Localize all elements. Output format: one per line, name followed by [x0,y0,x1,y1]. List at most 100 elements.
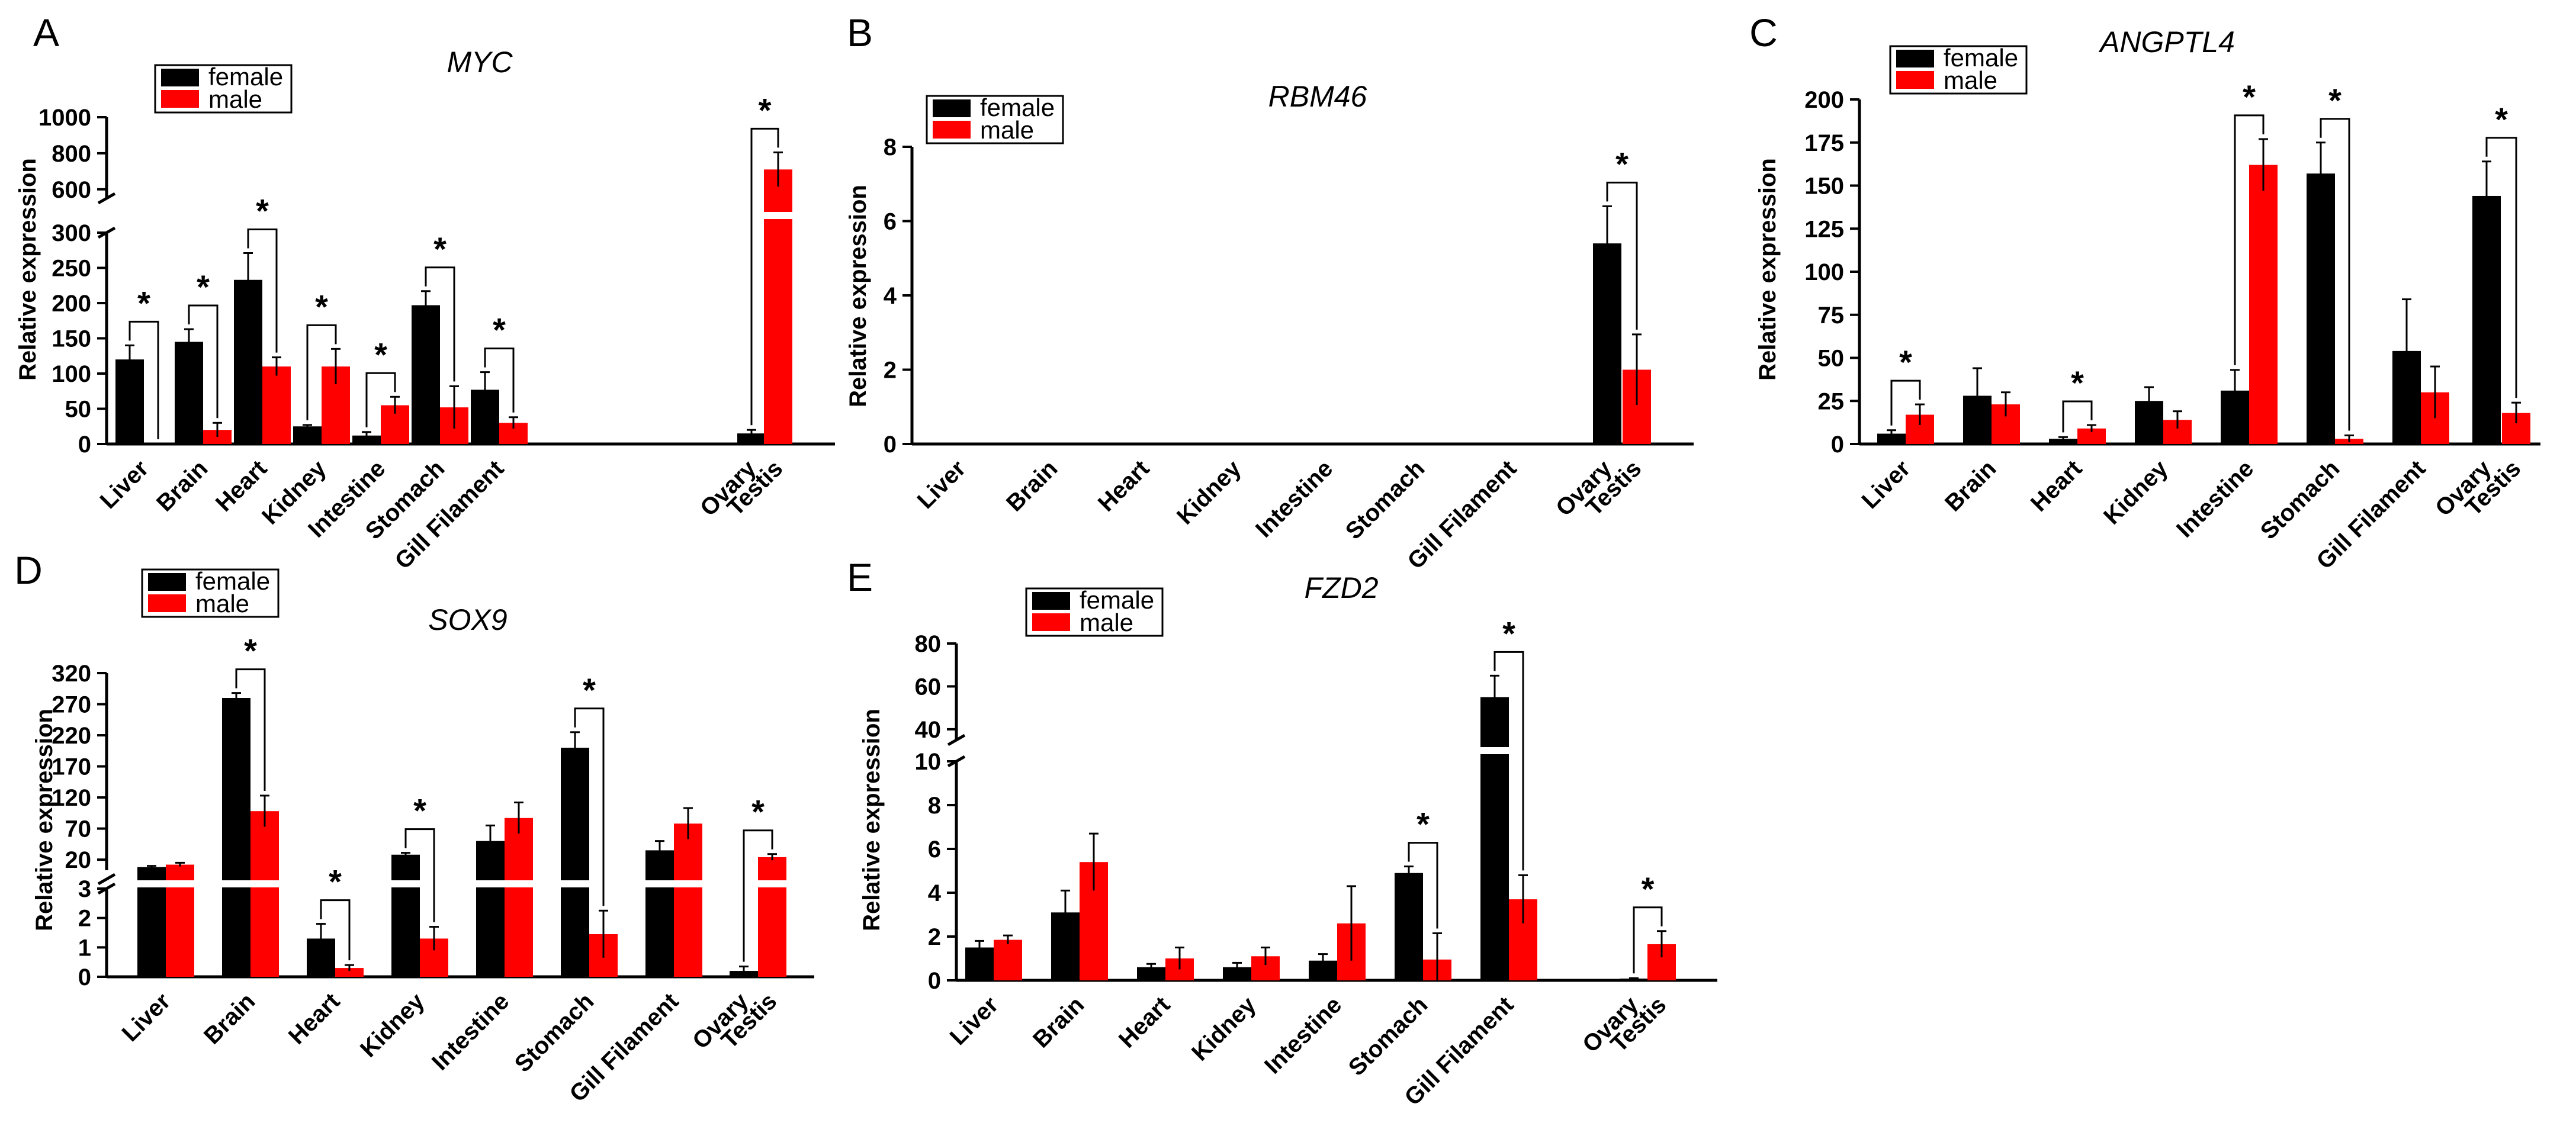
bar-male-intestine [2249,165,2278,444]
x-tick-label: Brain [199,988,260,1049]
bar-male-heart [262,366,291,444]
significance-bracket [743,829,773,962]
panel-letter: B [847,11,873,54]
bar-male-liver [994,939,1022,980]
y-tick-label: 6 [928,836,941,863]
bar-female-intestine [352,435,381,444]
x-tick-label: Heart [1114,992,1175,1053]
significance-bracket [425,266,455,382]
bar-female-heart [1137,967,1165,980]
significance-bracket [484,348,515,413]
bar-break-gap [757,880,787,887]
bar-female-kidney [1223,967,1251,980]
y-tick-label: 0 [928,968,941,994]
significance-bracket [306,324,337,420]
y-axis-title: Relative expression [859,709,885,931]
bar-break-gap [221,880,251,887]
gene-title: RBM46 [1268,80,1367,113]
x-tick-label: Kidney [2099,455,2173,530]
legend-label-male: male [208,85,262,113]
significance-star: * [315,288,328,325]
significance-star: * [583,671,596,709]
axis-break-mark [947,755,966,768]
panel-letter: E [847,555,873,599]
legend-label-female: female [1080,586,1154,614]
y-tick-label: 20 [65,847,92,873]
legend-label-female: female [208,63,283,91]
y-tick-label: 3 [78,876,91,902]
x-tick-label: Brain [152,455,213,516]
y-tick-label: 0 [1831,432,1844,458]
panel-B: B RBM46 Relative expression 0 2 4 6 8 Liver Brain… [845,11,1694,574]
bar-female-heart [234,279,262,444]
bar-female-brain [175,342,203,444]
x-tick-label: Kidney [355,988,430,1063]
legend-swatch-female [933,99,971,117]
legend-swatch-male [933,121,971,139]
bar-break-gap [250,880,280,887]
y-axis-title: Relative expression [15,158,41,381]
significance-star: * [413,792,426,829]
legend-swatch-male [148,594,186,612]
significance-star: * [2243,78,2256,115]
significance-bracket [2234,114,2265,365]
bar-break-gap [1480,747,1509,754]
bar-female-stomach [2307,173,2335,444]
significance-bracket [247,229,278,353]
y-tick-label: 2 [884,358,897,384]
gene-title: MYC [447,46,513,79]
axis-break-mark [97,873,116,886]
legend-label-female: female [195,567,270,595]
y-tick-label: 40 [915,717,942,743]
bar-female-brain [222,698,250,977]
significance-star: * [1642,870,1655,908]
y-tick-label: 0 [78,432,91,458]
bar-female-liver [1877,433,1906,444]
significance-star: * [493,311,506,349]
bar-male-testis [758,857,786,977]
legend-label-male: male [1944,66,1997,94]
significance-star: * [433,230,447,268]
gene-title: ANGPTL4 [2098,25,2235,59]
axis-break-mark [947,733,966,747]
bar-male-intestine [505,818,533,977]
significance-bracket [404,828,435,922]
bar-break-gap [137,880,166,887]
legend-swatch-female [161,69,199,86]
significance-star: * [2495,101,2508,138]
significance-bracket [1890,379,1921,426]
gene-title: SOX9 [428,603,507,636]
significance-bracket [1408,842,1438,929]
y-tick-label: 4 [884,283,897,309]
legend-label-female: female [980,94,1055,121]
y-tick-label: 150 [1804,173,1844,200]
y-tick-label: 125 [1804,216,1844,242]
bar-female-gill-filament [645,850,674,977]
bar-female-gill-filament [1480,697,1509,980]
bar-female-ovary [2472,195,2501,444]
x-tick-label: Heart [2026,455,2087,516]
y-tick-label: 6 [884,209,897,235]
y-tick-label: 10 [915,749,942,775]
x-tick-label: Stomach [1344,992,1433,1081]
legend-swatch-male [1032,613,1070,631]
x-tick-label: Brain [1028,992,1089,1053]
significance-star: * [1899,343,1912,381]
bar-female-stomach [561,748,589,977]
y-tick-label: 8 [928,793,941,819]
y-axis-title: Relative expression [1755,158,1781,381]
x-tick-label: Liver [95,455,154,514]
legend-swatch-female [1896,50,1934,67]
y-tick-label: 250 [52,256,91,282]
x-tick-label: Heart [284,988,345,1049]
x-tick-label: Liver [117,988,176,1047]
x-tick-label: Intestine [1260,992,1347,1079]
y-axis-title: Relative expression [31,709,57,931]
significance-star: * [137,284,150,321]
y-tick-label: 200 [52,291,91,317]
